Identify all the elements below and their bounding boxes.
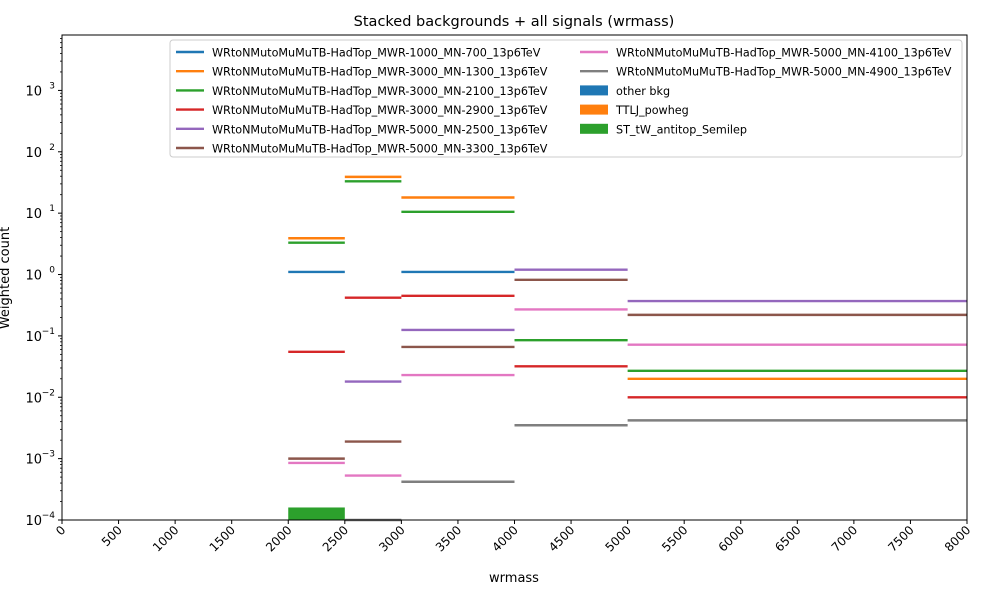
y-tick-exponent-7: 3 [49,81,55,91]
legend-label-4: WRtoNMutoMuMuTB-HadTop_MWR-5000_MN-2500_… [212,123,548,136]
x-tick-label-3: 1500 [207,523,238,554]
y-tick-exponent-1: −3 [42,450,55,460]
legend-box [169,39,963,158]
x-tick-label-9: 4500 [546,523,577,554]
legend-swatch-10 [580,123,608,134]
background-bar-2-0 [288,507,345,520]
y-tick-exponent-5: 1 [49,204,55,214]
x-tick-label-6: 3000 [376,523,407,554]
x-tick-label-4: 2000 [263,523,294,554]
y-tick-label-5: 10 [25,207,42,222]
y-tick-label-6: 10 [25,146,42,161]
legend-label-9: TTLJ_powheg [615,104,689,117]
legend-label-8: other bkg [616,85,670,98]
x-tick-label-1: 500 [99,523,125,549]
x-tick-label-13: 6500 [772,523,803,554]
legend-label-0: WRtoNMutoMuMuTB-HadTop_MWR-1000_MN-700_1… [212,47,541,60]
y-axis-label: Weighted count [0,227,13,329]
legend-swatch-8 [580,85,608,96]
legend-label-2: WRtoNMutoMuMuTB-HadTop_MWR-3000_MN-2100_… [212,85,548,98]
y-tick-label-1: 10 [25,453,42,468]
x-tick-label-12: 6000 [716,523,747,554]
legend-label-10: ST_tW_antitop_Semilep [616,123,747,136]
x-tick-label-2: 1000 [150,523,181,554]
y-tick-exponent-2: −2 [42,388,55,398]
legend-label-7: WRtoNMutoMuMuTB-HadTop_MWR-5000_MN-4900_… [616,66,952,79]
legend-swatch-9 [580,104,608,115]
x-tick-label-14: 7000 [829,523,860,554]
x-tick-label-7: 3500 [433,523,464,554]
x-axis: 0 500 1000 1500 2000 2500 3000 3500 4000 4500 5000… [53,520,973,554]
legend-label-1: WRtoNMutoMuMuTB-HadTop_MWR-3000_MN-1300_… [212,66,548,79]
y-tick-exponent-4: 0 [49,266,55,276]
legend-label-5: WRtoNMutoMuMuTB-HadTop_MWR-5000_MN-3300_… [212,143,548,156]
y-tick-label-7: 10 [25,84,42,99]
chart-title: Stacked backgrounds + all signals (wrmas… [354,14,675,30]
y-tick-label-0: 10 [25,514,42,529]
x-tick-label-0: 0 [53,523,68,538]
x-tick-label-8: 4000 [489,523,520,554]
legend-label-3: WRtoNMutoMuMuTB-HadTop_MWR-3000_MN-2900_… [212,104,548,117]
y-tick-exponent-3: −1 [42,327,55,337]
plot-area [61,34,968,522]
y-tick-label-2: 10 [25,391,42,406]
x-tick-label-5: 2500 [320,523,351,554]
legend-label-6: WRtoNMutoMuMuTB-HadTop_MWR-5000_MN-4100_… [616,47,952,60]
x-tick-label-15: 7500 [885,523,916,554]
x-tick-label-10: 5000 [602,523,633,554]
y-tick-exponent-0: −4 [42,511,56,521]
y-tick-label-3: 10 [25,330,42,345]
y-tick-label-4: 10 [25,269,42,284]
x-tick-label-16: 8000 [942,523,973,554]
y-tick-exponent-6: 2 [49,143,55,153]
legend: WRtoNMutoMuMuTB-HadTop_MWR-1000_MN-700_1… [169,39,963,158]
x-tick-label-11: 5500 [659,523,690,554]
x-axis-label: wrmass [489,571,539,586]
